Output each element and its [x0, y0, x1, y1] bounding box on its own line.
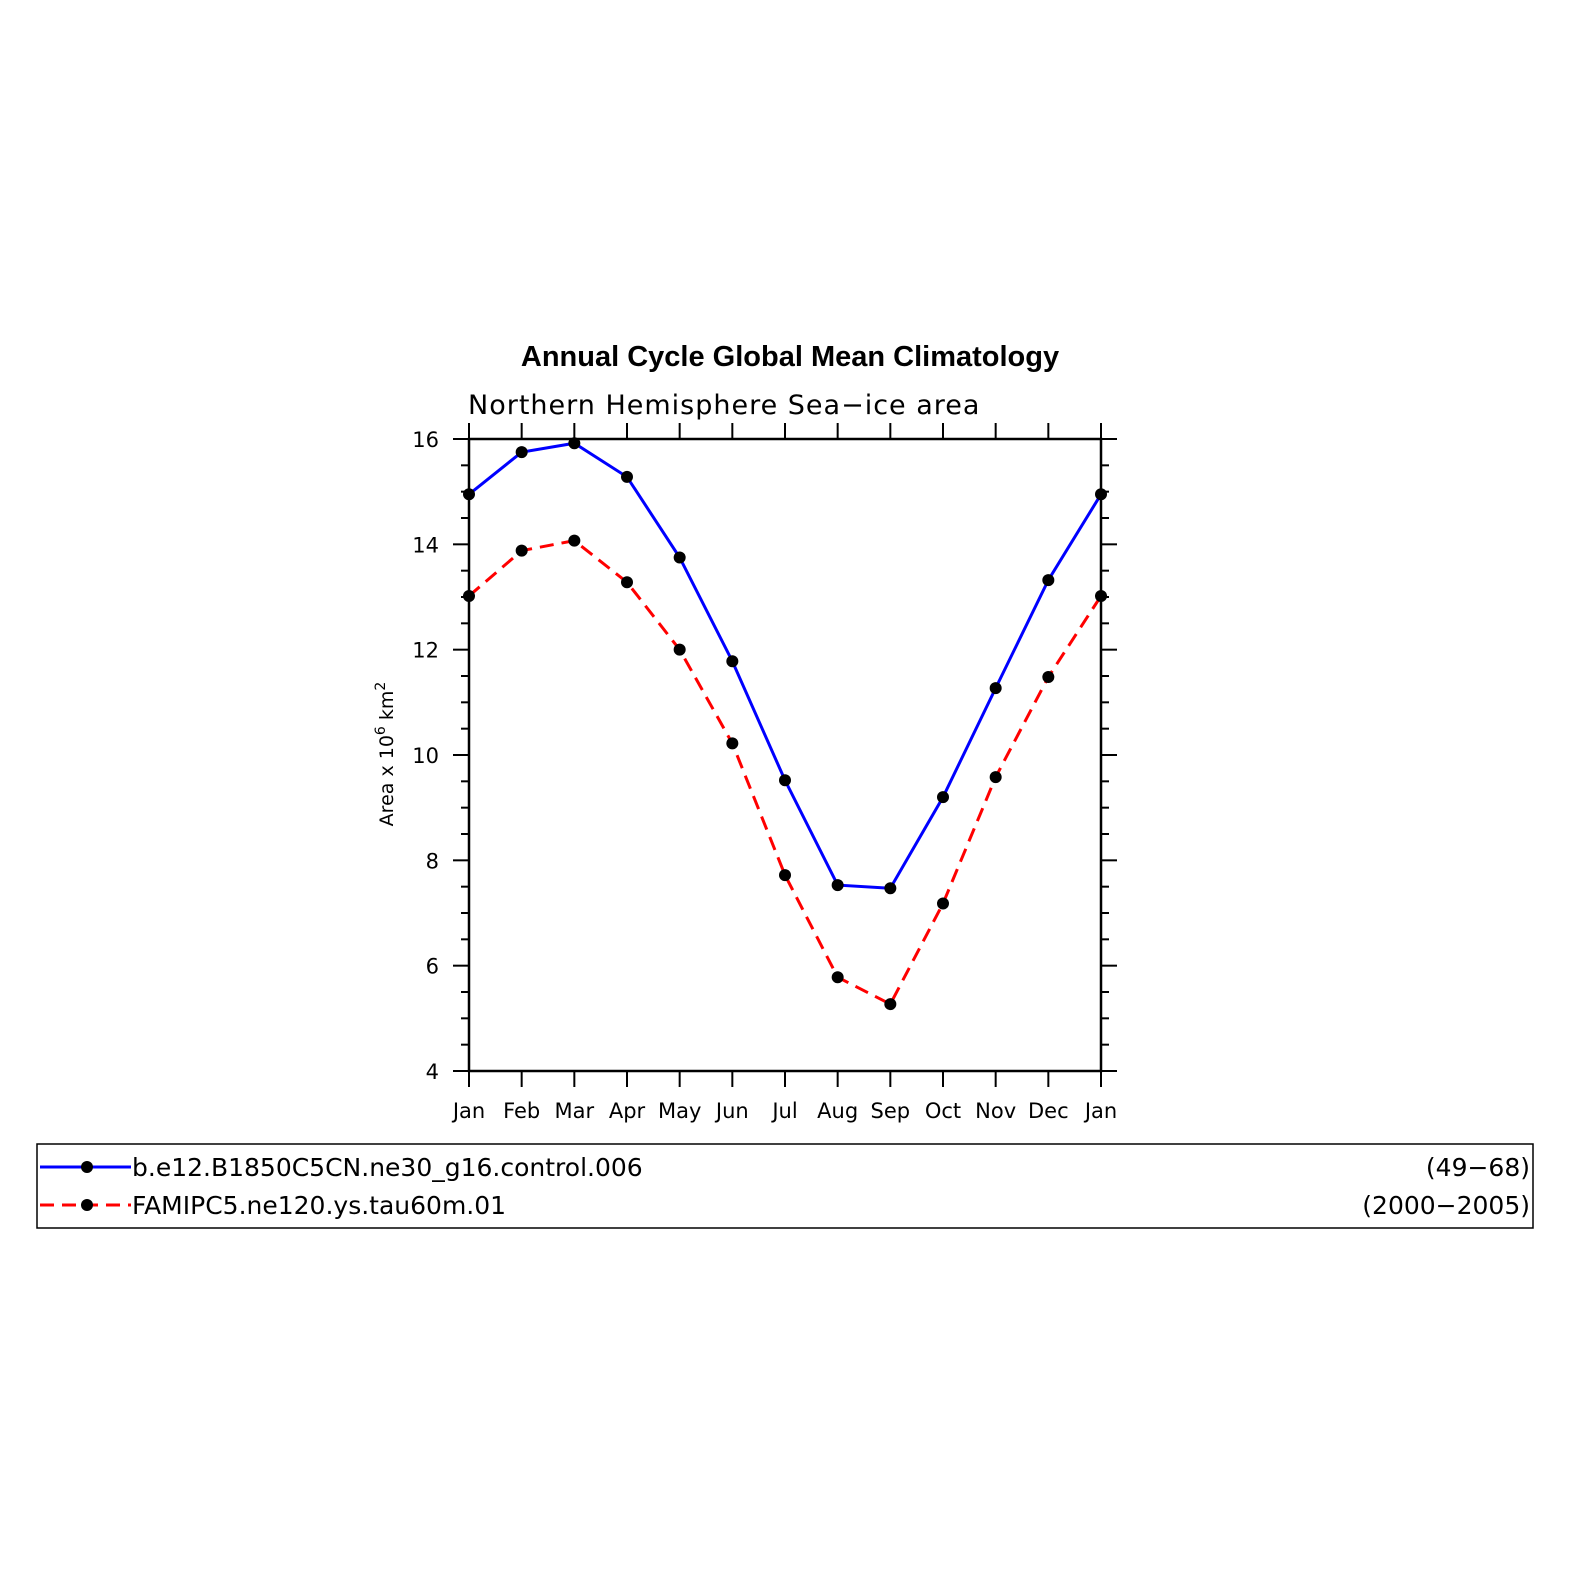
legend-label-2: FAMIPC5.ne120.ys.tau60m.01	[132, 1191, 506, 1220]
plot-axes: 4 6 8 10 12 14 16 Jan Feb Mar Apr May Jun Jul Aug Sep Oc…	[412, 423, 1117, 1123]
x-tick-label: Feb	[503, 1099, 540, 1123]
x-tick-label: May	[658, 1099, 701, 1123]
series-1-point	[1042, 574, 1055, 587]
series-1-point	[621, 470, 633, 483]
series-line-1	[468, 441, 1103, 890]
x-tick-label: Jan	[1083, 1099, 1117, 1123]
x-tick-label: Dec	[1028, 1099, 1069, 1123]
series-1-point	[779, 774, 791, 787]
series-2-point	[831, 971, 844, 984]
series-1-point	[463, 488, 475, 501]
y-tick-label: 12	[412, 639, 439, 663]
series-2-point	[989, 771, 1002, 784]
chart-title: Annual Cycle Global Mean Climatology	[521, 341, 1059, 373]
legend-label-1: b.e12.B1850C5CN.ne30_g16.control.006	[132, 1153, 643, 1182]
legend-box	[36, 1143, 1534, 1229]
x-tick-label: Aug	[817, 1099, 858, 1123]
series-2-point	[568, 534, 581, 547]
legend-marker-1	[81, 1161, 93, 1173]
y-tick-label: 16	[412, 428, 439, 452]
series-2-point	[1042, 671, 1055, 684]
x-tick-label: Jul	[770, 1099, 797, 1123]
series-2-point	[937, 897, 949, 910]
y-tick-label: 6	[426, 955, 439, 979]
series-2-point	[884, 998, 897, 1011]
series-1-point	[515, 446, 528, 459]
legend: b.e12.B1850C5CN.ne30_g16.control.006 (49−…	[36, 1143, 1534, 1229]
x-tick-label: Mar	[555, 1099, 595, 1123]
series-line-2	[468, 539, 1103, 1007]
y-tick-label: 10	[412, 744, 439, 768]
series-1-point	[726, 655, 739, 668]
series-2-point	[673, 643, 686, 656]
series-2-point	[726, 737, 739, 750]
x-tick-label: Jan	[451, 1099, 485, 1123]
series-1-point	[884, 882, 897, 895]
legend-period-2: (2000−2005)	[1362, 1191, 1530, 1220]
series-2-point	[1095, 589, 1107, 602]
legend-marker-2	[81, 1199, 93, 1211]
series-2-point	[515, 544, 528, 557]
x-tick-label: Nov	[975, 1099, 1016, 1123]
x-tick-label: Apr	[609, 1099, 646, 1123]
y-axis-label: Area x 106 km2	[373, 682, 398, 827]
series-2-point	[621, 576, 633, 589]
x-tick-label: Jun	[714, 1099, 749, 1123]
series-1-point	[937, 791, 949, 804]
x-tick-label: Sep	[871, 1099, 911, 1123]
y-tick-label: 8	[426, 849, 439, 873]
chart-subtitle: Northern Hemisphere Sea−ice area	[468, 390, 980, 421]
y-tick-label: 4	[426, 1060, 439, 1084]
series-1-point	[673, 551, 686, 564]
series-layer	[463, 437, 1107, 1011]
legend-period-1: (49−68)	[1426, 1153, 1530, 1182]
series-1-point	[989, 682, 1002, 695]
x-tick-label: Oct	[925, 1099, 961, 1123]
series-1-point	[568, 437, 581, 450]
series-2-point	[463, 589, 475, 602]
series-2-point	[779, 869, 791, 882]
series-1-point	[831, 879, 844, 892]
y-tick-label: 14	[412, 533, 439, 557]
series-1-point	[1095, 488, 1107, 501]
